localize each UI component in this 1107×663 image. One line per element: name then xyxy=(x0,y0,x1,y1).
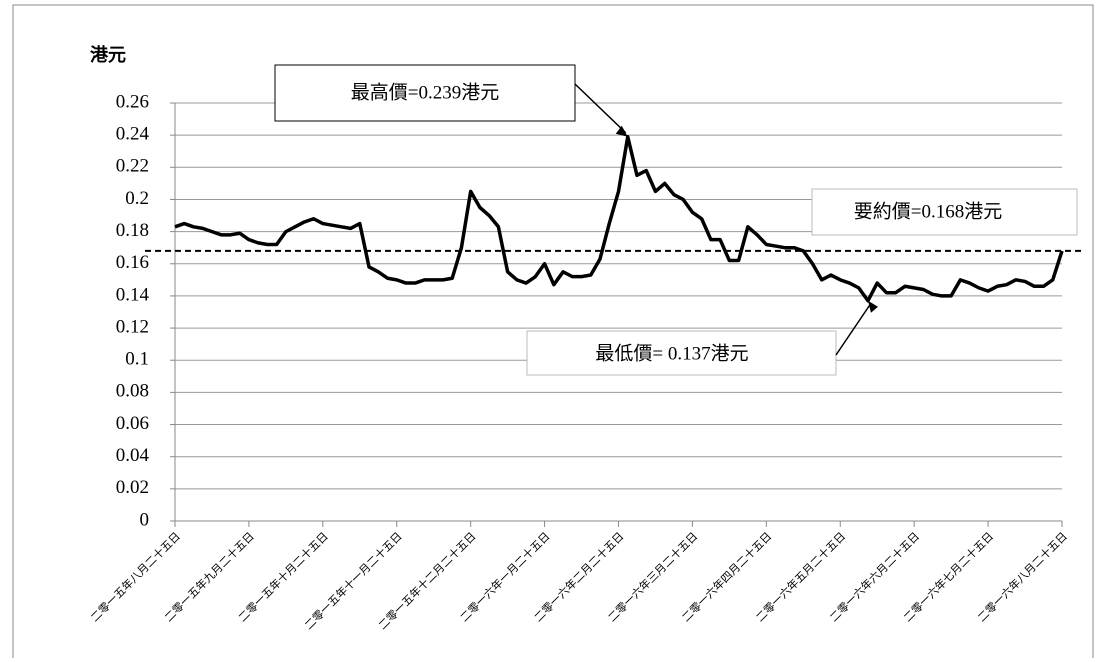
y-tick-label: 0 xyxy=(140,509,150,530)
y-tick-label: 0.12 xyxy=(116,316,149,337)
arrow-head xyxy=(867,300,878,313)
y-tick-label: 0.1 xyxy=(125,349,149,370)
y-tick-label: 0.04 xyxy=(116,445,150,466)
y-axis-label: 港元 xyxy=(90,45,126,65)
arrow-head xyxy=(615,125,628,137)
y-tick-label: 0.18 xyxy=(116,220,149,241)
y-tick-label: 0.2 xyxy=(125,188,149,209)
arrow xyxy=(574,83,627,134)
y-tick-label: 0.24 xyxy=(116,124,150,145)
y-tick-label: 0.26 xyxy=(116,91,149,112)
annotation-box xyxy=(274,64,576,122)
y-tick-label: 0.16 xyxy=(116,252,149,273)
reference-label: 要約價=0.168港元 xyxy=(854,200,1002,222)
y-tick-label: 0.08 xyxy=(116,381,149,402)
min-annotation: 最低價= 0.137港元 xyxy=(595,342,748,364)
y-tick-label: 0.22 xyxy=(116,156,149,177)
arrow xyxy=(835,304,871,356)
price-line xyxy=(174,135,1064,303)
annotation-box xyxy=(811,188,1078,236)
max-annotation: 最高價=0.239港元 xyxy=(351,81,499,103)
annotation-box xyxy=(526,330,837,376)
y-tick-label: 0.02 xyxy=(116,477,149,498)
y-tick-label: 0.06 xyxy=(116,413,149,434)
y-tick-label: 0.14 xyxy=(116,284,150,305)
